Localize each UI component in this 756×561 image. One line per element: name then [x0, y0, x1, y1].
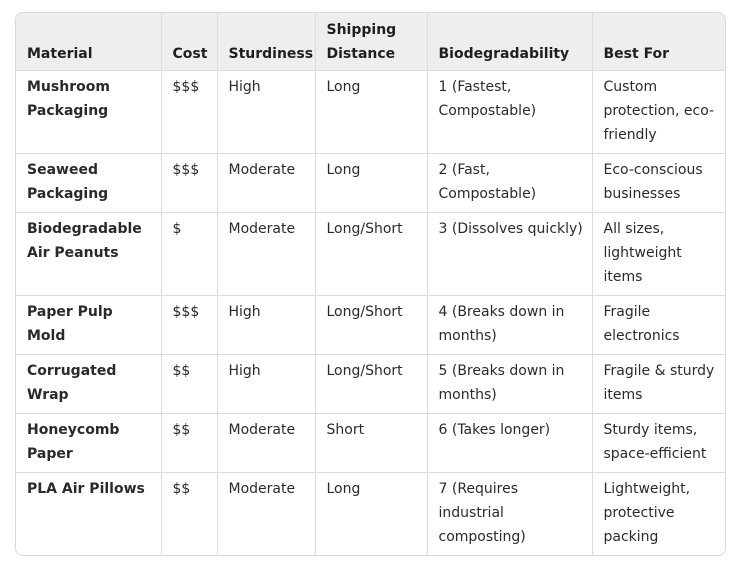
cell-material: PLA Air Pillows [16, 472, 162, 555]
cell-biodegradability: 7 (Requires industrial composting) [427, 472, 593, 555]
cell-biodegradability: 6 (Takes longer) [427, 413, 593, 473]
cell-material: Corrugated Wrap [16, 354, 162, 414]
cell-biodegradability: 5 (Breaks down in months) [427, 354, 593, 414]
cell-best-for: Custom protection, eco-friendly [592, 70, 725, 154]
table-row: Seaweed Packaging $$$ Moderate Long 2 (F… [16, 153, 725, 213]
cell-cost: $ [161, 212, 218, 296]
cell-cost: $$$ [161, 295, 218, 355]
cell-shipping-distance: Long/Short [315, 354, 428, 414]
table-header: Material Cost Sturdiness Shipping Distan… [16, 13, 725, 71]
cell-shipping-distance: Long/Short [315, 295, 428, 355]
cell-best-for: All sizes, lightweight items [592, 212, 725, 296]
header-biodegradability: Biodegradability [427, 13, 593, 71]
cell-shipping-distance: Long [315, 472, 428, 555]
cell-biodegradability: 2 (Fast, Compostable) [427, 153, 593, 213]
table-row: PLA Air Pillows $$ Moderate Long 7 (Requ… [16, 472, 725, 555]
cell-sturdiness: High [217, 70, 316, 154]
cell-sturdiness: High [217, 354, 316, 414]
cell-shipping-distance: Long [315, 153, 428, 213]
cell-cost: $$$ [161, 153, 218, 213]
cell-material: Honeycomb Paper [16, 413, 162, 473]
cell-material: Biodegradable Air Peanuts [16, 212, 162, 296]
cell-sturdiness: Moderate [217, 413, 316, 473]
cell-material: Mushroom Packaging [16, 70, 162, 154]
cell-biodegradability: 4 (Breaks down in months) [427, 295, 593, 355]
cell-best-for: Lightweight, protective packing [603, 480, 691, 545]
cell-biodegradability: 1 (Fastest, Compostable) [427, 70, 593, 154]
header-shipping-distance: Shipping Distance [315, 13, 428, 71]
table-body: Mushroom Packaging $$$ High Long 1 (Fast… [16, 70, 725, 555]
cell-sturdiness: Moderate [217, 153, 316, 213]
cell-shipping-distance: Long/Short [315, 212, 428, 296]
header-cost: Cost [161, 13, 218, 71]
packaging-comparison-table: Material Cost Sturdiness Shipping Distan… [15, 12, 726, 556]
cell-shipping-distance: Short [315, 413, 428, 473]
table: Material Cost Sturdiness Shipping Distan… [16, 13, 725, 555]
cell-material: Seaweed Packaging [16, 153, 162, 213]
cell-best-for: Fragile & sturdy items [592, 354, 725, 414]
cell-biodegradability: 3 (Dissolves quickly) [427, 212, 593, 296]
cell-sturdiness: Moderate [217, 472, 316, 555]
cell-cost: $$ [161, 413, 218, 473]
cell-best-for: Fragile electronics [592, 295, 725, 355]
cell-shipping-distance: Long [315, 70, 428, 154]
table-row: Honeycomb Paper $$ Moderate Short 6 (Tak… [16, 413, 725, 473]
header-sturdiness: Sturdiness [217, 13, 316, 71]
cell-cost: $$ [161, 472, 218, 555]
cell-cost: $$$ [161, 70, 218, 154]
cell-sturdiness: Moderate [217, 212, 316, 296]
header-material: Material [16, 13, 162, 71]
table-row: Paper Pulp Mold $$$ High Long/Short 4 (B… [16, 295, 725, 355]
cell-sturdiness: High [217, 295, 316, 355]
cell-cost: $$ [161, 354, 218, 414]
cell-material: Paper Pulp Mold [16, 295, 162, 355]
table-row: Mushroom Packaging $$$ High Long 1 (Fast… [16, 70, 725, 154]
header-row: Material Cost Sturdiness Shipping Distan… [16, 13, 725, 71]
table-row: Biodegradable Air Peanuts $ Moderate Lon… [16, 212, 725, 296]
cell-best-for: Eco-conscious businesses [592, 153, 725, 213]
header-best-for: Best For [592, 13, 725, 71]
cell-best-for: Sturdy items, space-efficient [592, 413, 725, 473]
table-row: Corrugated Wrap $$ High Long/Short 5 (Br… [16, 354, 725, 414]
